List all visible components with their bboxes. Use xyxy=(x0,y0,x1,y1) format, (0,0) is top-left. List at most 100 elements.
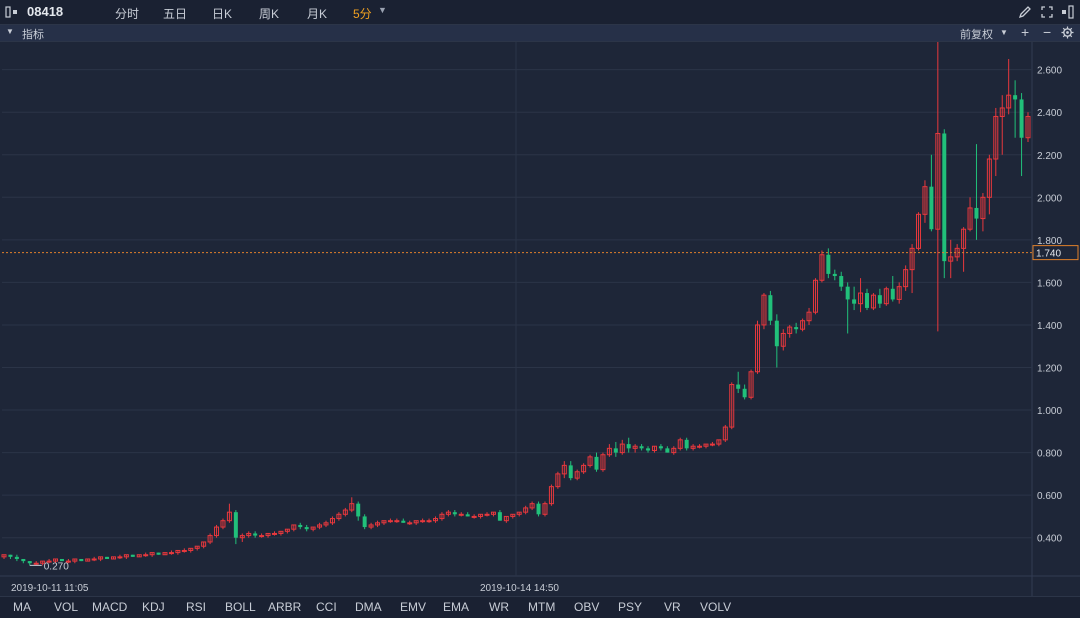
candle-body-up xyxy=(220,520,226,528)
candle-body-down xyxy=(14,556,19,559)
adjust-dropdown-icon[interactable]: ▼ xyxy=(1000,28,1008,37)
candle-body-up xyxy=(291,524,297,530)
indicator-tab-psy[interactable]: PSY xyxy=(618,600,643,614)
candle-body-up xyxy=(896,286,902,300)
remove-indicator-button[interactable]: − xyxy=(1043,24,1052,40)
candle-body-up xyxy=(780,332,786,347)
candle-body-up xyxy=(471,515,477,518)
candle-body-up xyxy=(806,311,812,322)
candle-body-up xyxy=(46,560,52,563)
stock-symbol: 08418 xyxy=(27,4,64,19)
tab-5-minute[interactable]: 5分 xyxy=(353,7,372,21)
candle-body-up xyxy=(433,518,438,522)
indicator-tab-dma[interactable]: DMA xyxy=(355,600,382,614)
y-tick-label: 0.600 xyxy=(1037,491,1062,502)
candle-body-up xyxy=(967,207,973,230)
indicator-label[interactable]: 指标 xyxy=(22,29,44,41)
adjust-selector[interactable]: 前复权 xyxy=(960,29,993,41)
candle-body-up xyxy=(91,558,97,561)
candle-body-up xyxy=(188,547,194,551)
candle-body-up xyxy=(175,549,181,554)
candle-body-up xyxy=(394,520,400,523)
candle-body-up xyxy=(709,443,715,446)
indicator-tab-boll[interactable]: BOLL xyxy=(225,600,256,614)
candle-body-down xyxy=(156,552,161,555)
tab-daily-k[interactable]: 日K xyxy=(212,7,233,21)
candle-body-up xyxy=(490,511,496,515)
indicator-tab-ma[interactable]: MA xyxy=(13,600,31,614)
candle-body-down xyxy=(974,207,979,219)
indicator-tab-volv[interactable]: VOLV xyxy=(700,600,732,614)
candle-body-up xyxy=(587,456,593,466)
add-indicator-button[interactable]: + xyxy=(1021,24,1030,40)
tab-intraday[interactable]: 分时 xyxy=(115,7,140,21)
candle-body-down xyxy=(877,295,882,304)
candle-body-up xyxy=(561,464,567,475)
candle-body-down xyxy=(105,556,110,559)
candle-body-down xyxy=(864,293,869,308)
candle-body-up xyxy=(278,530,284,534)
candle-body-up xyxy=(387,520,393,523)
candle-body-down xyxy=(613,448,618,453)
indicator-tab-kdj[interactable]: KDJ xyxy=(142,600,165,614)
symbol-menu-icon[interactable] xyxy=(5,5,19,19)
settings-gear-icon[interactable] xyxy=(1061,26,1074,39)
candle-body-down xyxy=(79,558,84,562)
indicator-tab-wr[interactable]: WR xyxy=(489,600,509,614)
candle-body-down xyxy=(21,558,26,562)
candle-body-up xyxy=(201,541,207,547)
candle-body-up xyxy=(690,445,696,449)
tab-monthly-k[interactable]: 月K xyxy=(307,7,328,21)
indicator-tab-bar: MA VOL MACD KDJ RSI BOLL ARBR CCI DMA EM… xyxy=(0,596,1080,618)
candle-body-up xyxy=(542,503,548,515)
candle-body-up xyxy=(214,526,220,537)
candle-body-up xyxy=(581,464,587,473)
candle-body-up xyxy=(420,520,426,523)
y-tick-label: 1.400 xyxy=(1037,321,1062,332)
candle-body-up xyxy=(123,554,129,558)
candle-body-up xyxy=(755,324,761,373)
indicator-tab-obv[interactable]: OBV xyxy=(574,600,600,614)
candle-body-down xyxy=(658,446,663,449)
y-tick-label: 0.800 xyxy=(1037,449,1062,460)
indicator-tab-mtm[interactable]: MTM xyxy=(528,600,556,614)
candle-body-up xyxy=(716,439,722,445)
top-toolbar: 08418 分时 五日 日K 周K 月K 5分 ▼ xyxy=(0,0,1080,25)
indicator-tab-cci[interactable]: CCI xyxy=(316,600,337,614)
indicator-tab-rsi[interactable]: RSI xyxy=(186,600,207,614)
candle-body-up xyxy=(819,254,825,281)
candlestick-chart[interactable]: 2.600 2.400 2.200 2.000 1.800 1.600 1.400 1.200… xyxy=(0,42,1080,596)
candle-body-up xyxy=(246,532,252,537)
tab-five-day[interactable]: 五日 xyxy=(163,7,188,21)
candle-body-up xyxy=(922,186,928,215)
panel-toggle-icon[interactable] xyxy=(1061,5,1075,19)
candle-body-down xyxy=(942,133,947,262)
candle-body-up xyxy=(529,503,535,509)
fullscreen-icon[interactable] xyxy=(1040,5,1054,19)
indicator-tab-vol[interactable]: VOL xyxy=(54,600,79,614)
indicator-tab-macd[interactable]: MACD xyxy=(92,600,128,614)
indicator-tab-vr[interactable]: VR xyxy=(664,600,681,614)
indicator-tab-emv[interactable]: EMV xyxy=(400,600,427,614)
candle-body-down xyxy=(401,520,406,523)
indicator-tab-ema[interactable]: EMA xyxy=(443,600,470,614)
period-dropdown-icon[interactable]: ▼ xyxy=(378,5,387,15)
y-tick-label: 1.200 xyxy=(1037,364,1062,375)
candle-body-down xyxy=(8,554,13,557)
candle-body-up xyxy=(510,513,516,517)
min-price-label: 0.270 xyxy=(44,561,69,572)
candle-body-down xyxy=(736,384,741,389)
collapse-caret-icon[interactable]: ▼ xyxy=(6,27,14,36)
candle-body-up xyxy=(162,552,168,556)
y-tick-label: 2.200 xyxy=(1037,151,1062,162)
candle-body-down xyxy=(890,288,895,300)
candle-body-down xyxy=(839,276,844,287)
indicator-tab-arbr[interactable]: ARBR xyxy=(268,600,302,614)
candle-body-down xyxy=(768,295,773,321)
tab-weekly-k[interactable]: 周K xyxy=(259,7,280,21)
y-tick-label: 2.400 xyxy=(1037,108,1062,119)
candle-body-down xyxy=(832,273,837,277)
draw-pen-icon[interactable] xyxy=(1018,5,1032,19)
candle-body-up xyxy=(548,486,554,505)
candle-body-up xyxy=(336,513,342,520)
